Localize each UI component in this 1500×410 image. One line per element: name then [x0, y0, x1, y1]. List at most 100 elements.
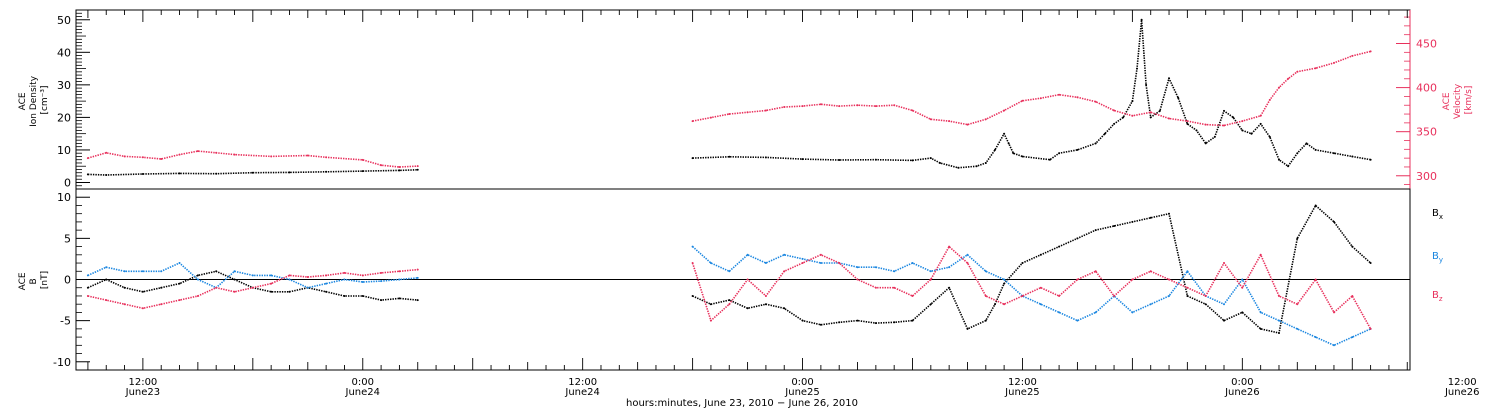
velocity-tick-label: 350 — [1416, 126, 1437, 139]
bottom-panel-data — [86, 204, 1372, 347]
plasma-right-point — [141, 156, 144, 159]
field-By-point — [746, 253, 749, 256]
field-By-point — [270, 274, 273, 277]
field-By-point — [1039, 303, 1042, 306]
field-Bz-point — [325, 274, 328, 277]
date-tick-label: June24 — [564, 387, 600, 398]
field-tick-label: 0 — [64, 274, 71, 287]
field-Bz-point — [1204, 295, 1207, 297]
field-By-point — [251, 274, 254, 277]
plasma-left-point — [929, 157, 932, 160]
field-Bx-point — [105, 278, 108, 281]
field-Bz-point — [1039, 286, 1042, 289]
plasma-left-point — [1204, 142, 1207, 145]
field-Bx-point — [728, 299, 731, 302]
plasma-right-point — [1333, 61, 1335, 64]
field-Bz-point — [398, 270, 401, 273]
field-Bx-point — [215, 270, 218, 273]
field-Bx-point — [1259, 327, 1262, 330]
field-Bz-point — [1333, 311, 1335, 314]
field-Bx-point — [233, 278, 236, 281]
field-Bx-point — [709, 303, 712, 306]
plasma-left-point — [691, 157, 694, 160]
field-Bz-point — [709, 319, 712, 322]
field-By-point — [783, 253, 786, 256]
plasma-left-point — [1241, 129, 1244, 132]
plasma-right-point — [838, 105, 841, 108]
plasma-left-point — [1122, 116, 1125, 119]
date-tick-label: June23 — [125, 387, 161, 398]
plasma-left-point — [984, 162, 987, 164]
time-axis: 12:00June230:00June2412:00June240:00June… — [87, 10, 1479, 398]
field-Bz-point — [691, 262, 694, 264]
field-By-point — [1131, 311, 1134, 314]
plasma-right-point — [966, 123, 969, 126]
plasma-right-point — [1241, 120, 1244, 123]
field-By-point — [306, 286, 309, 289]
top-panel-data — [86, 18, 1372, 176]
field-Bx-point — [874, 322, 877, 325]
plasma-left-point — [1007, 142, 1010, 145]
field-By-point — [233, 270, 236, 273]
field-By-point — [380, 280, 383, 283]
plasma-left-point — [1140, 18, 1143, 21]
field-By-point — [416, 276, 419, 279]
plasma-right-point — [160, 158, 163, 160]
field-axis-label: ACE B [nT] — [18, 270, 50, 291]
field-Bx-point — [911, 319, 914, 322]
plasma-left-point — [1145, 83, 1148, 86]
field-Bx-trace — [692, 204, 1372, 334]
field-By-trace — [692, 246, 1371, 347]
field-Bx-point — [801, 319, 804, 322]
field-Bz-point — [123, 303, 126, 306]
field-Bx-point — [141, 290, 144, 293]
plasma-right-point — [233, 153, 236, 156]
field-Bz-point — [1223, 262, 1225, 264]
field-Bx-point — [1369, 262, 1372, 264]
field-By-point — [1168, 295, 1170, 297]
field-By-point — [966, 253, 969, 256]
velocity-tick-label: 300 — [1416, 170, 1437, 183]
field-Bx-point — [160, 286, 163, 289]
field-Bx-point — [86, 286, 89, 289]
plasma-left-trace — [692, 19, 1371, 169]
field-By-point — [1003, 278, 1006, 281]
plasma-right-point — [1168, 117, 1170, 120]
field-By-point — [1314, 336, 1317, 339]
plasma-left-point — [1103, 132, 1106, 135]
time-tick-label: 0:00 — [352, 377, 374, 388]
time-axis-title: hours:minutes, June 23, 2010 − June 26, … — [626, 398, 858, 409]
field-Bx-point — [1039, 253, 1042, 256]
plasma-right-trace — [87, 150, 418, 168]
plasma-right-point — [1204, 123, 1207, 126]
plasma-left-point — [251, 171, 254, 174]
field-By-point — [1351, 336, 1354, 339]
field-By-point — [709, 262, 712, 264]
plasma-left-point — [361, 170, 364, 173]
plasma-right-point — [1094, 100, 1097, 103]
field-Bx-point — [994, 303, 996, 306]
plasma-left-point — [1113, 122, 1116, 125]
field-Bz-trace — [691, 245, 1372, 330]
field-Bx-point — [1113, 225, 1116, 227]
field-By-point — [123, 270, 126, 273]
field-Bx-point — [1351, 245, 1354, 248]
plasma-left-point — [1058, 152, 1061, 155]
field-Bz-point — [1369, 327, 1372, 330]
plasma-left-point — [1136, 67, 1138, 70]
plasma-left-point — [1131, 100, 1134, 103]
plasma-right-point — [1296, 70, 1299, 73]
field-Bx-point — [856, 319, 859, 322]
plasma-right-point — [1003, 109, 1006, 112]
density-tick-label: 40 — [57, 46, 71, 59]
plasma-left-point — [178, 172, 181, 175]
plasma-left-point — [288, 171, 291, 174]
plasma-right-point — [178, 153, 181, 156]
field-Bx-point — [288, 290, 291, 293]
plasma-left-point — [1003, 132, 1006, 135]
field-By-point — [819, 262, 822, 264]
plasma-right-point — [1369, 50, 1372, 53]
plasma-left-point — [1278, 158, 1280, 161]
field-Bz-point — [1094, 270, 1097, 273]
